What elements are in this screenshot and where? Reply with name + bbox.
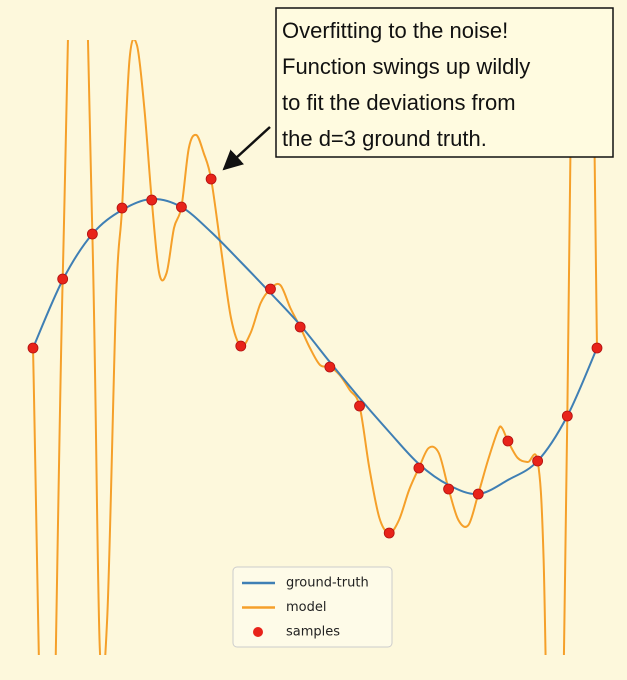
annotation-line: Overfitting to the noise! bbox=[282, 18, 508, 43]
annotation-line: Function swings up wildly bbox=[282, 54, 530, 79]
sample-point bbox=[294, 321, 306, 333]
sample-point bbox=[27, 342, 39, 354]
sample-point bbox=[146, 194, 158, 206]
legend-label: ground-truth bbox=[286, 576, 369, 591]
sample-point bbox=[591, 342, 603, 354]
sample-point bbox=[265, 283, 276, 295]
annotation-arrow bbox=[222, 126, 271, 171]
legend-label: samples bbox=[286, 625, 340, 640]
sample-point bbox=[383, 527, 395, 539]
sample-point bbox=[57, 273, 69, 285]
annotation-line: to fit the deviations from bbox=[282, 90, 516, 115]
sample-point bbox=[176, 201, 187, 213]
sample-point bbox=[354, 400, 365, 412]
sample-point bbox=[561, 410, 573, 422]
sample-point bbox=[413, 462, 425, 474]
sample-point bbox=[116, 202, 128, 214]
sample-point bbox=[86, 228, 98, 240]
annotation-line: the d=3 ground truth. bbox=[282, 126, 487, 151]
legend-label: model bbox=[286, 600, 326, 615]
sample-point bbox=[502, 435, 514, 447]
sample-point bbox=[235, 340, 247, 352]
plot-area bbox=[27, 40, 603, 655]
sample-point bbox=[443, 483, 454, 495]
legend: ground-truth model samples bbox=[232, 566, 393, 648]
annotation-box bbox=[275, 7, 614, 158]
sample-point bbox=[532, 455, 544, 467]
legend-box bbox=[232, 566, 393, 648]
annotation: Overfitting to the noise! Function swing… bbox=[222, 7, 614, 171]
sample-point bbox=[324, 361, 336, 373]
legend-swatch bbox=[253, 627, 263, 637]
sample-point bbox=[205, 173, 217, 185]
sample-point bbox=[472, 488, 484, 500]
